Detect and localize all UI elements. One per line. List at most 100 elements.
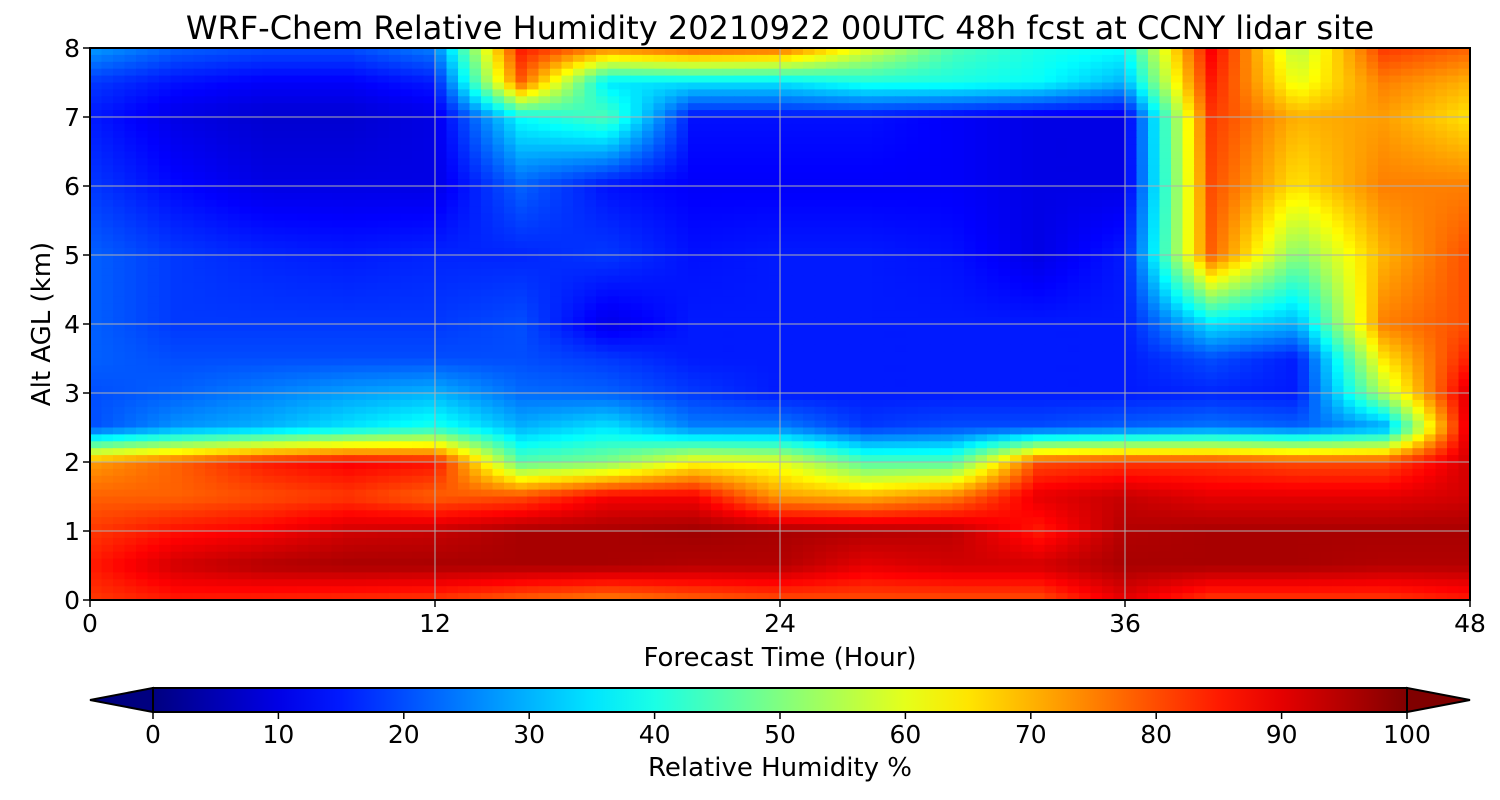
- heatmap-cell: [458, 96, 471, 104]
- heatmap-cell: [826, 172, 839, 180]
- heatmap-cell: [607, 172, 620, 180]
- heatmap-cell: [1274, 199, 1287, 208]
- heatmap-cell: [998, 82, 1011, 90]
- heatmap-cell: [1182, 289, 1195, 297]
- heatmap-cell: [412, 330, 425, 339]
- heatmap-cell: [1044, 179, 1057, 187]
- heatmap-cell: [1412, 61, 1425, 70]
- heatmap-cell: [515, 192, 528, 201]
- heatmap-cell: [1205, 303, 1218, 311]
- heatmap-cell: [584, 261, 597, 270]
- heatmap-cell: [320, 96, 333, 104]
- heatmap-cell: [573, 75, 586, 84]
- heatmap-cell: [1205, 158, 1218, 166]
- heatmap-cell: [124, 330, 137, 339]
- heatmap-cell: [1159, 137, 1172, 146]
- heatmap-cell: [101, 75, 114, 84]
- heatmap-cell: [527, 137, 540, 146]
- heatmap-cell: [216, 303, 229, 311]
- heatmap-cell: [550, 137, 563, 146]
- heatmap-cell: [274, 151, 287, 159]
- heatmap-cell: [515, 48, 528, 56]
- heatmap-cell: [757, 227, 770, 235]
- heatmap-cell: [780, 324, 793, 332]
- heatmap-cell: [964, 317, 977, 325]
- heatmap-cell: [814, 199, 827, 208]
- heatmap-cell: [1159, 179, 1172, 187]
- heatmap-cell: [1389, 213, 1402, 222]
- heatmap-cell: [1378, 261, 1391, 270]
- heatmap-cell: [1021, 110, 1034, 118]
- heatmap-cell: [941, 206, 954, 215]
- heatmap-cell: [1159, 68, 1172, 77]
- heatmap-cell: [1079, 68, 1092, 77]
- heatmap-cell: [193, 261, 206, 270]
- heatmap-cell: [1044, 206, 1057, 215]
- heatmap-cell: [90, 137, 103, 146]
- heatmap-cell: [435, 317, 448, 325]
- heatmap-cell: [458, 227, 471, 235]
- heatmap-cell: [1228, 186, 1241, 194]
- heatmap-cell: [837, 268, 850, 277]
- heatmap-cell: [1102, 68, 1115, 77]
- heatmap-cell: [377, 123, 390, 132]
- heatmap-cell: [1286, 227, 1299, 235]
- heatmap-cell: [320, 248, 333, 256]
- heatmap-cell: [872, 137, 885, 146]
- heatmap-cell: [366, 96, 379, 104]
- heatmap-cell: [676, 75, 689, 84]
- heatmap-cell: [734, 275, 747, 284]
- heatmap-cell: [1251, 110, 1264, 118]
- heatmap-cell: [1343, 48, 1356, 56]
- heatmap-cell: [113, 158, 126, 166]
- heatmap-cell: [251, 117, 264, 125]
- heatmap-cell: [469, 172, 482, 180]
- heatmap-cell: [297, 130, 310, 139]
- heatmap-cell: [331, 241, 344, 249]
- heatmap-cell: [929, 213, 942, 222]
- heatmap-cell: [883, 303, 896, 311]
- heatmap-cell: [1159, 186, 1172, 194]
- heatmap-cell: [1366, 54, 1379, 63]
- heatmap-cell: [757, 317, 770, 325]
- heatmap-cell: [561, 330, 574, 339]
- heatmap-cell: [768, 296, 781, 304]
- heatmap-cell: [1274, 261, 1287, 270]
- heatmap-cell: [895, 317, 908, 325]
- heatmap-cell: [124, 282, 137, 291]
- heatmap-cell: [1090, 61, 1103, 70]
- heatmap-cell: [1079, 261, 1092, 270]
- heatmap-cell: [584, 317, 597, 325]
- heatmap-cell: [308, 89, 321, 97]
- heatmap-cell: [1056, 151, 1069, 159]
- heatmap-cell: [354, 89, 367, 97]
- heatmap-cell: [228, 227, 241, 235]
- heatmap-cell: [768, 289, 781, 297]
- heatmap-cell: [1044, 123, 1057, 132]
- heatmap-cell: [1355, 241, 1368, 249]
- heatmap-cell: [216, 324, 229, 332]
- heatmap-cell: [435, 96, 448, 104]
- heatmap-cell: [895, 220, 908, 228]
- heatmap-cell: [331, 282, 344, 291]
- heatmap-cell: [1332, 68, 1345, 77]
- heatmap-cell: [308, 179, 321, 187]
- heatmap-cell: [607, 137, 620, 146]
- heatmap-cell: [607, 48, 620, 56]
- heatmap-cell: [584, 144, 597, 153]
- heatmap-cell: [987, 130, 1000, 139]
- heatmap-cell: [1412, 303, 1425, 311]
- heatmap-cell: [757, 248, 770, 256]
- heatmap-cell: [596, 199, 609, 208]
- heatmap-cell: [1458, 165, 1470, 173]
- heatmap-cell: [561, 199, 574, 208]
- heatmap-cell: [619, 130, 632, 139]
- heatmap-cell: [492, 192, 505, 201]
- heatmap-cell: [1010, 48, 1023, 56]
- heatmap-cell: [1102, 130, 1115, 139]
- heatmap-cell: [1033, 179, 1046, 187]
- heatmap-cell: [1228, 117, 1241, 125]
- heatmap-cell: [354, 151, 367, 159]
- heatmap-cell: [1309, 61, 1322, 70]
- heatmap-cell: [849, 151, 862, 159]
